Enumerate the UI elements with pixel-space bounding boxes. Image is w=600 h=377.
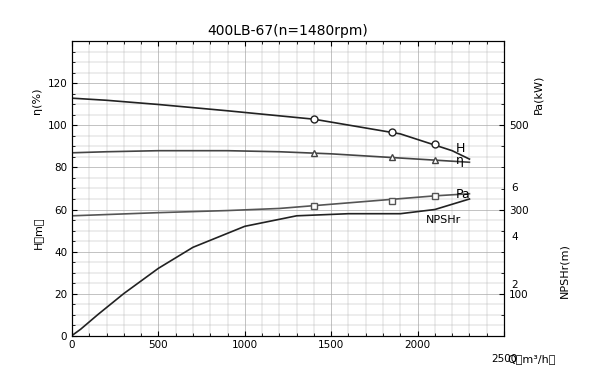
Text: 2500: 2500 [491,354,517,365]
Text: η(%): η(%) [32,87,43,113]
Text: 2: 2 [511,280,518,290]
Text: H（m）: H（m） [32,216,43,249]
Text: η: η [455,154,463,167]
Text: Pa: Pa [455,188,470,201]
Text: Pa(kW): Pa(kW) [533,75,544,114]
Title: 400LB-67(n=1480rpm): 400LB-67(n=1480rpm) [208,23,368,38]
Text: 4: 4 [511,232,518,242]
Text: NPSHr: NPSHr [426,215,461,225]
Text: NPSHr(m): NPSHr(m) [559,244,569,298]
Text: Q（m³/h）: Q（m³/h） [508,354,556,365]
Text: H: H [455,142,465,155]
Text: 6: 6 [511,184,518,193]
